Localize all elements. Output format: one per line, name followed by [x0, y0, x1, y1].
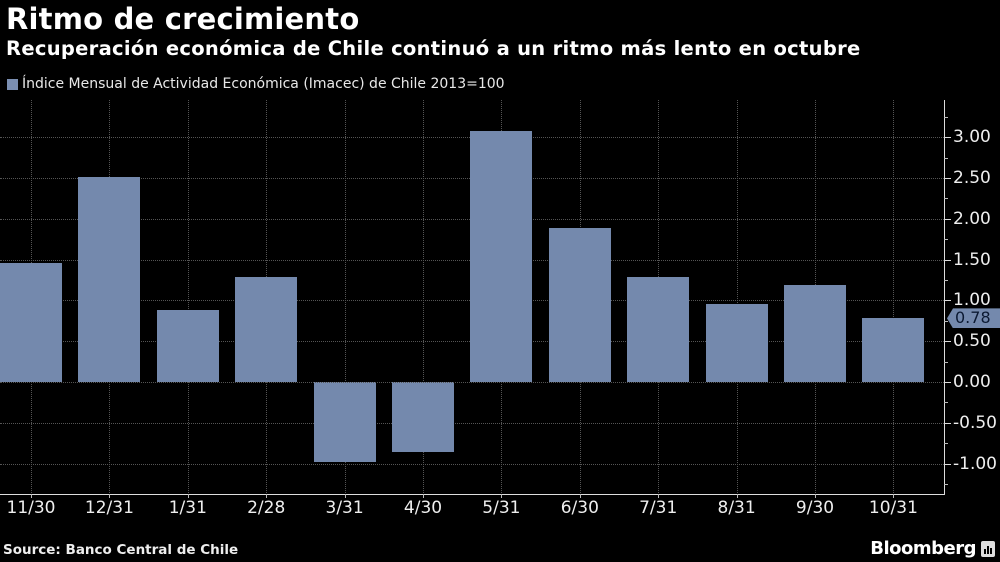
plot-area [0, 100, 944, 495]
gridline-horizontal [0, 463, 944, 465]
x-tick [344, 494, 346, 498]
y-tick-label: 0.00 [953, 372, 991, 392]
x-tick [736, 494, 738, 498]
chart-title: Ritmo de crecimiento [6, 2, 360, 36]
y-tick-minor [944, 484, 948, 485]
gridline-vertical [893, 100, 895, 495]
bar-7-31 [627, 276, 690, 382]
y-tick-label: -1.00 [953, 453, 997, 474]
y-tick [944, 422, 951, 424]
bar-5-31 [470, 130, 533, 382]
y-tick-minor [944, 361, 948, 363]
bar-10-31 [862, 318, 925, 382]
y-tick-label: 3.00 [953, 127, 991, 148]
bar-2-28 [235, 276, 298, 382]
y-axis-line [944, 100, 945, 495]
y-tick-label: 1.50 [953, 249, 991, 270]
y-tick [944, 300, 951, 302]
y-tick-minor [944, 320, 948, 322]
bar-8-31 [705, 303, 768, 382]
gridline-vertical [344, 100, 346, 495]
x-axis-line [0, 494, 945, 495]
brand-logo: Bloomberg [870, 538, 976, 559]
zero-line [0, 382, 944, 383]
x-tick-label: 12/31 [84, 498, 134, 518]
x-tick-label: 5/31 [482, 498, 521, 518]
bar-11-30 [0, 262, 62, 382]
last-value-tag: 0.78 [947, 308, 1000, 329]
y-tick-minor [944, 402, 948, 404]
gridline-vertical [423, 100, 424, 495]
bar-12-31 [78, 177, 141, 382]
x-tick [815, 494, 816, 498]
x-tick [187, 494, 189, 498]
legend-label: Índice Mensual de Actividad Económica (I… [22, 76, 505, 92]
x-tick-label: 4/30 [403, 498, 443, 518]
x-tick [893, 494, 895, 498]
y-tick [944, 382, 951, 383]
gridline-vertical [736, 100, 738, 495]
x-tick [501, 494, 503, 498]
y-tick-minor [944, 116, 948, 118]
y-tick-minor [944, 157, 948, 159]
gridline-vertical [187, 100, 189, 495]
legend-swatch-icon [7, 78, 18, 90]
x-tick-label: 7/31 [639, 498, 678, 518]
y-tick [944, 137, 951, 139]
y-tick-label: 2.50 [953, 168, 991, 188]
gridline-horizontal [0, 422, 944, 424]
x-tick-label: 11/30 [6, 498, 56, 518]
x-tick [31, 494, 32, 498]
y-tick [944, 341, 951, 343]
source-note: Source: Banco Central de Chile [3, 542, 239, 558]
x-tick [109, 494, 111, 498]
y-tick [944, 218, 951, 220]
legend: Índice Mensual de Actividad Económica (I… [7, 76, 505, 92]
y-tick-minor [944, 198, 948, 200]
bar-4-30 [392, 382, 454, 453]
y-tick-minor [944, 280, 948, 281]
x-tick-label: 10/31 [868, 498, 918, 518]
y-tick [944, 178, 951, 179]
y-tick [944, 259, 951, 261]
y-tick-label: 0.50 [953, 331, 991, 352]
x-tick [658, 494, 660, 498]
bar-9-30 [784, 284, 846, 382]
x-tick [579, 494, 581, 498]
bar-1-31 [156, 310, 219, 382]
x-tick-label: 2/28 [247, 498, 286, 518]
x-tick-label: 1/31 [168, 498, 207, 518]
bar-6-30 [548, 227, 611, 382]
x-tick-label: 3/31 [325, 498, 364, 518]
y-tick-label: -0.50 [953, 412, 997, 433]
bloomberg-chart-icon [981, 541, 995, 557]
bar-3-31 [313, 382, 376, 462]
y-tick-minor [944, 239, 948, 241]
y-tick-minor [944, 443, 948, 445]
y-tick-label: 2.00 [953, 208, 991, 229]
x-tick-label: 9/30 [795, 498, 835, 518]
chart-subtitle: Recuperación económica de Chile continuó… [6, 37, 861, 60]
x-tick-label: 6/30 [560, 498, 599, 518]
y-tick [944, 463, 951, 465]
x-tick [266, 494, 268, 498]
x-tick [423, 494, 424, 498]
y-tick-label: 1.00 [953, 290, 991, 311]
x-tick-label: 8/31 [717, 498, 756, 518]
